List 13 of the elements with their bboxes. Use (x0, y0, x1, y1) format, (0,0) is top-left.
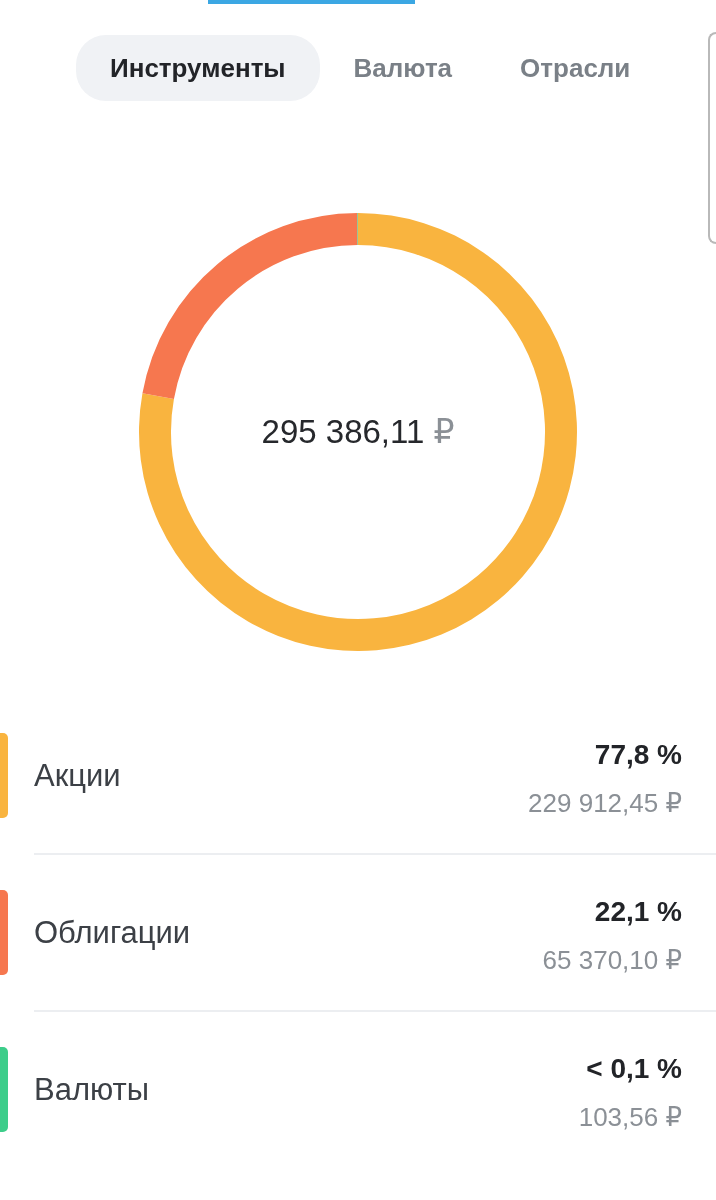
text: 22,1 % (594, 896, 682, 927)
text: 295 386,11 ₽ (261, 413, 455, 450)
selected-tab[interactable]: Инструменты (76, 35, 320, 101)
tab[interactable]: Валюта (319, 35, 487, 101)
legend-label: Акции (34, 757, 121, 795)
text: 77,8 % (594, 739, 682, 770)
tab[interactable]: Отрасли (486, 35, 665, 101)
legend-label: Облигации (34, 914, 191, 952)
text: < 0,1 % (586, 1053, 682, 1084)
legend-label: Валюты (34, 1071, 150, 1109)
text: 65 370,10 ₽ (542, 945, 682, 975)
text: 103,56 ₽ (578, 1102, 682, 1132)
text: 229 912,45 ₽ (528, 788, 682, 818)
